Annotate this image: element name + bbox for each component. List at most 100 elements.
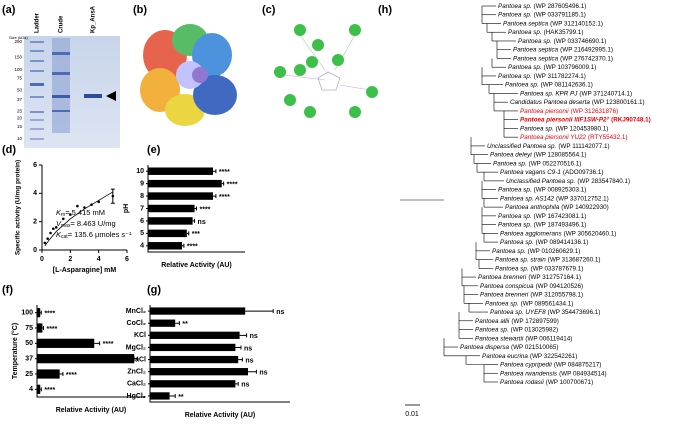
leaf-label: Pantoea rodasii (WP 100700671) (500, 379, 593, 386)
taxon: Pantoea agglomerans (500, 230, 562, 237)
taxon: Pantoea brenneri (478, 274, 527, 281)
size-label: 150 (14, 55, 22, 60)
bar (150, 392, 170, 400)
taxon: Pantoea anthophila (505, 204, 560, 211)
error-bar (186, 231, 190, 236)
taxon: Pantoea septica (503, 20, 549, 27)
annotation-text: = 5.415 mM (65, 208, 105, 217)
bar (37, 354, 135, 364)
y-tick-label: HgCl₂ (127, 393, 146, 400)
significance: **** (66, 372, 77, 379)
y-tick-label: KCl (134, 332, 146, 339)
leaf-label: Pantoea dispersa (WP 021510065) (460, 344, 559, 351)
y-tick-label: 4 (140, 243, 144, 250)
accession: (WP 084875217) (554, 361, 602, 368)
size-label: 250 (14, 39, 22, 44)
bar (148, 242, 182, 250)
y-tick-label: 6 (33, 162, 37, 169)
leaf-label: Unclassified Pantoea sp. (WP 111142077.1) (487, 143, 610, 150)
leaf-label: Pantoea sp. KPR PJ (WP 371240714.1) (520, 90, 632, 97)
y-tick-label: 8 (140, 193, 144, 200)
scale-label: 0.01 (405, 411, 419, 418)
size-label: 100 (14, 67, 22, 72)
significance: **** (103, 341, 114, 348)
bar (150, 319, 176, 327)
fit-curve (44, 191, 114, 246)
error-bar (235, 381, 239, 386)
bar (148, 204, 195, 213)
panel-label: (e) (147, 144, 161, 156)
panel-label: (c) (262, 4, 276, 16)
error-bar (212, 169, 217, 174)
accession: (WP 354473696.1) (548, 309, 601, 316)
accession: (ADO09736.1) (563, 169, 604, 176)
y-tick-label: 6 (140, 218, 144, 225)
leaf-label: Pantoea sp. (WP 187493496.1) (498, 221, 586, 228)
taxon: Pantoea deleyi (490, 151, 532, 158)
taxon: Pantoea sp. AS142 (500, 195, 555, 202)
annotation-sub: cat (61, 234, 68, 240)
size-label: 20 (17, 115, 23, 120)
taxon: Pantoea piersonii (520, 108, 569, 115)
error-bar (238, 357, 243, 362)
leaf-label: Pantoea conspicua (WP 094120526) (480, 282, 583, 289)
accession: (RTY55432.1) (588, 134, 627, 141)
accession: (WP 322542261) (530, 352, 578, 359)
accession: (WP 089561434.1) (521, 300, 574, 307)
taxon: Candidatus Pantoea deserta (510, 99, 590, 106)
accession: (WP 021510065) (511, 344, 559, 351)
taxon: Pantoea septica (513, 46, 559, 53)
accession: (WP 006119414) (525, 335, 572, 342)
leaf-label: Pantoea sp. (WP 008925303.1) (498, 186, 586, 193)
y-tick-label: 0 (33, 247, 37, 254)
bar (148, 192, 213, 200)
lane-label: Crude (59, 15, 65, 33)
y-axis-label: Specific activity (U/mg protein) (15, 160, 22, 255)
bar (148, 217, 193, 225)
gel (24, 36, 120, 148)
lane-label: Kp_AnsA (91, 5, 97, 33)
significance: ns (244, 345, 252, 352)
leaf-label: Pantoea agglomerans (WP 305620460.1) (500, 230, 616, 237)
leaf-label: Pantoea septica (WP 216492995.1) (513, 46, 613, 53)
taxon: Pantoea eucrina (482, 352, 528, 359)
leaf-label: Pantoea piersonii (WP 312631876) (520, 108, 618, 115)
point (83, 206, 86, 209)
taxon: Pantoea sp. (498, 11, 532, 18)
y-tick-label: 25 (25, 371, 33, 378)
y-tick-label: 7 (140, 205, 144, 212)
significance: **** (46, 326, 57, 333)
taxon: Pantoea sp. KPR PJ (520, 90, 578, 97)
leaf-label: Pantoea septica (WP 312140152.1) (503, 20, 603, 27)
leaf-label: Pantoea sp. UYEF8 (WP 354473696.1) (490, 309, 600, 316)
bar (37, 308, 41, 318)
leaf-label: Pantoea brenneri (WP 312757164.1) (478, 274, 581, 281)
significance: ns (259, 370, 267, 377)
x-axis-label: [L-Asparagine] mM (53, 267, 117, 274)
accession: (RKJ90748.1) (611, 116, 651, 123)
bar (148, 179, 222, 188)
error-bar (192, 218, 196, 223)
panel-label: (f) (2, 284, 13, 296)
significance: ** (182, 321, 188, 328)
leaf-label: Candidatus Pantoea deserta (WP 123800161.… (510, 99, 645, 106)
accession: (WP 100700671) (546, 379, 594, 386)
significance: **** (187, 244, 198, 251)
taxon: Pantoea sp. (495, 265, 529, 272)
point (90, 203, 93, 206)
error-bar (134, 356, 138, 361)
size-label: 37 (17, 97, 23, 102)
point (46, 237, 49, 240)
significance: ** (178, 394, 184, 401)
significance: ns (250, 333, 258, 340)
annotation-sub: max (61, 223, 71, 229)
significance: **** (219, 169, 230, 176)
gel-bands (30, 38, 102, 140)
point (97, 200, 100, 204)
accession: (WP 013025982) (511, 326, 559, 333)
taxon: Pantoea sp. (498, 186, 532, 193)
bar (150, 331, 240, 339)
accession: (WP 010260629.1) (528, 248, 581, 255)
size-label: 25 (17, 109, 23, 114)
bar (37, 338, 95, 348)
